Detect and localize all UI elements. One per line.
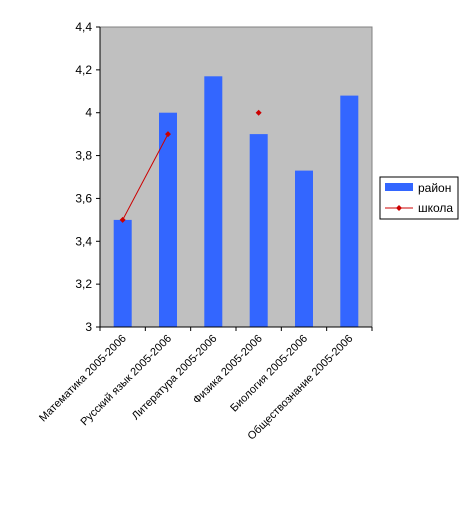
x-category-label-1: Математика 2005-2006	[37, 333, 129, 425]
y-tick-label-2: 3,4	[75, 234, 92, 248]
x-category-label-5: Биология 2005-2006	[228, 333, 310, 415]
bar-1	[113, 219, 132, 327]
legend-label-shkola: школа	[418, 201, 453, 215]
legend-label-rayon: район	[418, 181, 451, 195]
y-tick-label-4: 3,8	[75, 149, 92, 163]
bar-2	[159, 112, 177, 327]
y-tick-label-7: 4,4	[75, 20, 92, 34]
bar-3	[204, 76, 223, 327]
line-segment-1	[122, 133, 169, 221]
legend-swatch-rayon	[385, 183, 413, 191]
bar-6	[340, 95, 359, 327]
y-tick-label-5: 4	[85, 106, 92, 120]
legend: район школа	[379, 176, 459, 220]
bar-5	[295, 170, 313, 327]
plot-area	[99, 26, 373, 328]
line-point-4	[255, 109, 262, 116]
x-category-label-3: Литература 2005-2006	[130, 333, 220, 423]
y-tick-label-1: 3,2	[75, 277, 92, 291]
line-point-2	[165, 131, 171, 138]
x-category-label-2: Русский язык 2005-2006	[78, 333, 174, 429]
y-tick-label-0: 3	[85, 320, 92, 334]
bar-4	[249, 134, 268, 327]
y-tick-label-3: 3,6	[75, 191, 92, 205]
legend-marker-shkola	[396, 205, 402, 211]
y-tick-label-6: 4,2	[75, 63, 92, 77]
